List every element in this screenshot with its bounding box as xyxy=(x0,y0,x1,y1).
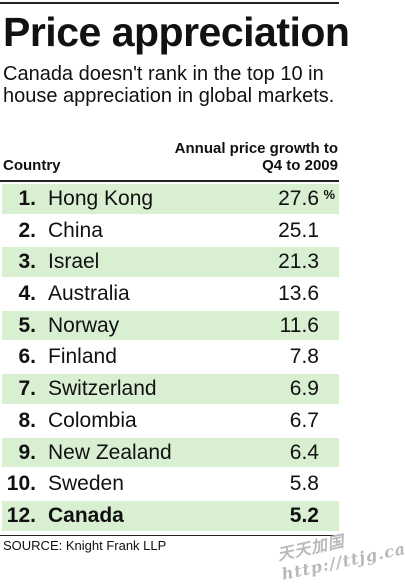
growth-value: 13.6 xyxy=(278,282,319,306)
growth-value: 11.6 xyxy=(279,313,319,337)
growth-value: 6.4 xyxy=(289,440,319,464)
growth-value: 5.2 xyxy=(289,503,319,527)
table-row: 4. Australia 13.6 xyxy=(2,279,339,309)
table-row: 8. Colombia 6.7 xyxy=(2,406,339,436)
rank-label: 2. xyxy=(18,218,36,242)
rank-label: 1. xyxy=(18,187,36,210)
table-row: 1. Hong Kong 27.6% xyxy=(2,184,339,214)
country-label: Canada xyxy=(48,503,124,527)
rank-label: 3. xyxy=(18,250,36,274)
country-label: Israel xyxy=(48,250,100,274)
rank-label: 8. xyxy=(18,408,36,432)
header-rule xyxy=(0,180,339,182)
table-row: 9. New Zealand 6.4 xyxy=(2,437,339,468)
growth-value: 25.1 xyxy=(278,218,319,242)
source-note: SOURCE: Knight Frank LLP xyxy=(3,538,167,553)
footer-rule xyxy=(0,535,339,536)
rank-label: 4. xyxy=(18,282,36,306)
growth-value: 5.8 xyxy=(289,472,319,496)
country-label: Hong Kong xyxy=(48,187,154,210)
growth-value: 7.8 xyxy=(289,345,319,369)
rank-label: 12. xyxy=(6,503,36,527)
table-row: 5. Norway 11.6 xyxy=(2,310,339,341)
chart-title: Price appreciation xyxy=(3,9,350,55)
growth-value: 27.6 xyxy=(278,187,319,210)
country-label: Sweden xyxy=(48,472,124,496)
growth-value: 6.7 xyxy=(289,408,319,432)
growth-value: 6.9 xyxy=(289,377,319,401)
table-row: 2. China 25.1 xyxy=(2,216,339,246)
ranking-table: 1. Hong Kong 27.6% 2. China 25.1 3. Israel 21.3 4… xyxy=(2,184,339,533)
country-label: New Zealand xyxy=(48,440,172,464)
country-label: Colombia xyxy=(48,408,137,432)
top-rule xyxy=(0,2,339,4)
growth-value: 21.3 xyxy=(278,250,319,274)
country-label: China xyxy=(48,218,103,242)
country-label: Norway xyxy=(48,313,120,337)
rank-label: 6. xyxy=(18,345,36,369)
rank-label: 7. xyxy=(18,377,36,401)
rank-label: 5. xyxy=(18,313,36,337)
chart-subtitle: Canada doesn't rank in the top 10 in hou… xyxy=(3,63,335,107)
table-row: 6. Finland 7.8 xyxy=(2,342,339,372)
rank-label: 9. xyxy=(18,440,36,464)
table-row: 12. Canada 5.2 xyxy=(2,500,339,531)
table-row: 7. Switzerland 6.9 xyxy=(2,374,339,404)
column-header-country: Country xyxy=(3,157,61,174)
column-header-growth: Annual price growth to Q4 to 2009 xyxy=(174,140,338,174)
table-row: 10. Sweden 5.8 xyxy=(2,469,339,499)
country-label: Switzerland xyxy=(48,377,157,401)
table-row: 3. Israel 21.3 xyxy=(2,247,339,278)
rank-label: 10. xyxy=(6,472,36,496)
country-label: Australia xyxy=(48,282,130,306)
percent-unit-label: % xyxy=(323,187,335,202)
country-label: Finland xyxy=(48,345,117,369)
